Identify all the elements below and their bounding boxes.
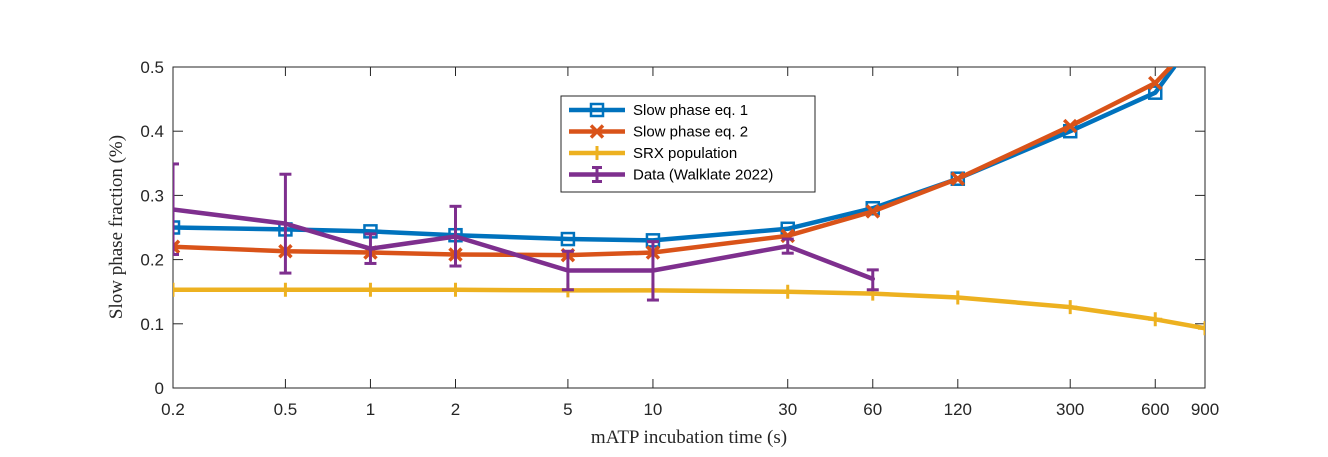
- legend-label: Data (Walklate 2022): [633, 167, 773, 184]
- y-axis-title: Slow phase fraction (%): [106, 135, 127, 319]
- data-point: [1148, 75, 1163, 91]
- series-line: [173, 207, 876, 282]
- y-tick-label: 0.4: [140, 122, 164, 141]
- data-point: [950, 171, 966, 186]
- x-tick-label: 60: [863, 400, 882, 419]
- data-point: [363, 282, 378, 297]
- x-tick-label: 120: [944, 400, 972, 419]
- series-data-walklate-2022: [173, 162, 879, 302]
- data-point: [950, 290, 965, 305]
- series-layer: [173, 67, 1205, 336]
- x-tick-label: 1: [366, 400, 375, 419]
- x-tick-label: 2: [451, 400, 460, 419]
- data-point: [173, 282, 180, 297]
- x-tick-label: 300: [1056, 400, 1084, 419]
- legend-marker: [589, 124, 605, 139]
- legend: Slow phase eq. 1 Slow phase eq. 2 SRX popu…: [560, 95, 816, 193]
- y-tick-label: 0.5: [140, 58, 164, 77]
- legend-marker: [589, 102, 605, 118]
- data-point: [448, 282, 463, 297]
- data-point: [1148, 312, 1163, 327]
- x-tick-label: 0.2: [161, 400, 185, 419]
- legend-marker: [590, 146, 604, 160]
- series-srx-population: [173, 282, 1205, 336]
- x-tick-label: 30: [778, 400, 797, 419]
- series-line: [173, 67, 1173, 258]
- data-point: [173, 239, 181, 254]
- x-tick-label: 5: [563, 400, 572, 419]
- data-point: [173, 220, 181, 235]
- x-tick-label: 10: [643, 400, 662, 419]
- y-axis: 0 0.1 0.2 0.3 0.4 0.5: [140, 58, 1205, 398]
- y-tick-label: 0.2: [140, 251, 164, 270]
- data-point: [1062, 118, 1078, 134]
- x-tick-label: 0.5: [274, 400, 298, 419]
- y-tick-label: 0.3: [140, 186, 164, 205]
- legend-label: Slow phase eq. 1: [633, 102, 748, 119]
- data-point: [780, 284, 795, 299]
- legend-label: Slow phase eq. 2: [633, 124, 748, 141]
- x-tick-label: 600: [1141, 400, 1169, 419]
- x-axis-title: mATP incubation time (s): [591, 427, 787, 448]
- data-point: [278, 282, 293, 297]
- data-point: [1063, 300, 1078, 315]
- x-axis: 0.2 0.5 1 2 5 10 30 60 120 300 600 900: [161, 67, 1219, 419]
- data-point: [865, 204, 881, 219]
- series-line: [173, 287, 1205, 331]
- x-tick-label: 900: [1191, 400, 1219, 419]
- y-tick-label: 0.1: [140, 315, 164, 334]
- data-point: [1148, 85, 1163, 100]
- series-line: [173, 67, 1177, 243]
- data-point: [560, 231, 576, 247]
- data-point: [1198, 321, 1205, 336]
- y-tick-label: 0: [155, 379, 164, 398]
- legend-label: SRX population: [633, 145, 737, 162]
